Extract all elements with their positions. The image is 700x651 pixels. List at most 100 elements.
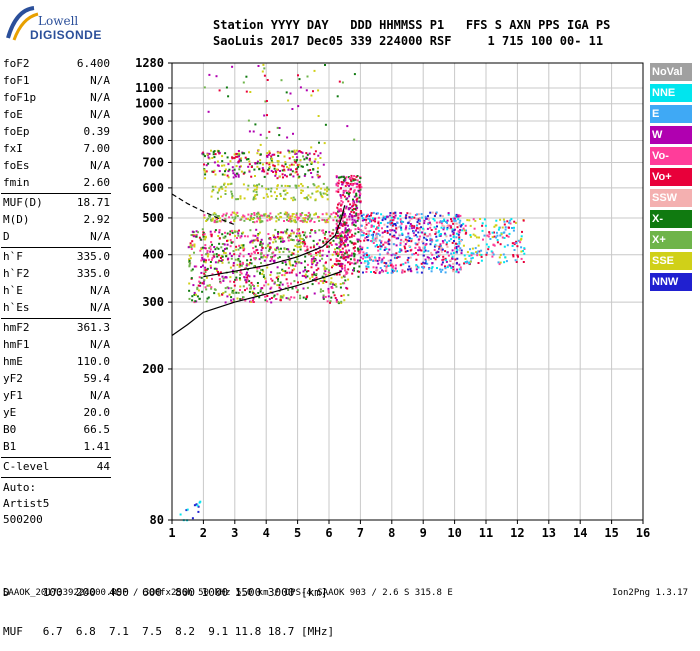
- echo-point: [321, 196, 324, 199]
- auto-label: Auto:: [3, 481, 37, 494]
- echo-point: [359, 194, 361, 197]
- echo-point: [445, 259, 448, 262]
- echo-point: [203, 86, 206, 89]
- echo-point: [317, 185, 320, 188]
- echo-point: [381, 269, 383, 272]
- echo-point: [216, 255, 219, 258]
- echo-point: [344, 240, 347, 242]
- echo-point: [345, 191, 348, 194]
- echo-point: [340, 181, 343, 183]
- echo-point: [451, 228, 454, 231]
- echo-point: [315, 252, 317, 254]
- echo-point: [193, 294, 195, 296]
- echo-point: [218, 237, 221, 240]
- echo-point: [373, 271, 376, 273]
- echo-point: [292, 196, 295, 199]
- echo-point: [356, 197, 359, 200]
- echo-point: [411, 227, 414, 230]
- echo-point: [337, 219, 340, 222]
- echo-point: [356, 207, 359, 210]
- echo-point: [237, 232, 240, 235]
- echo-point: [203, 279, 206, 282]
- echo-point: [326, 187, 329, 190]
- echo-point: [447, 254, 450, 257]
- echo-point: [226, 232, 229, 235]
- param-value: N/A: [90, 159, 110, 172]
- echo-point: [351, 223, 354, 226]
- echo-point: [231, 301, 233, 304]
- echo-point: [406, 212, 409, 215]
- echo-point: [222, 249, 225, 252]
- echo-point: [352, 179, 355, 182]
- param-value: N/A: [90, 338, 110, 351]
- echo-point: [358, 252, 361, 254]
- echo-point: [387, 259, 390, 262]
- echo-point: [335, 222, 338, 225]
- echo-point: [416, 235, 419, 238]
- echo-point: [213, 246, 216, 248]
- echo-point: [295, 273, 298, 276]
- echo-point: [296, 216, 299, 219]
- echo-point: [341, 243, 344, 246]
- echo-point: [339, 286, 342, 289]
- echo-point: [218, 170, 221, 173]
- echo-point: [185, 509, 188, 512]
- param-value: 2.60: [83, 176, 111, 189]
- echo-point: [299, 212, 302, 215]
- echo-point: [367, 217, 370, 220]
- echo-point: [291, 213, 294, 215]
- echo-point: [269, 190, 272, 193]
- echo-point: [355, 214, 358, 217]
- echo-point: [343, 212, 346, 215]
- echo-point: [256, 284, 259, 287]
- echo-point: [443, 218, 446, 221]
- echo-point: [261, 214, 264, 217]
- echo-point: [335, 184, 338, 187]
- echo-point: [452, 233, 455, 236]
- echo-point: [210, 241, 213, 244]
- echo-point: [260, 253, 263, 256]
- echo-point: [208, 247, 211, 250]
- echo-point: [279, 288, 282, 291]
- param-row: foEp 0.39: [0, 124, 112, 141]
- echo-point: [348, 261, 351, 264]
- echo-point: [399, 215, 402, 217]
- echo-point: [455, 213, 458, 216]
- echo-point: [256, 270, 259, 273]
- echo-point: [512, 254, 515, 256]
- echo-point: [378, 256, 381, 259]
- echo-point: [208, 152, 211, 155]
- echo-point: [211, 190, 214, 193]
- echo-point: [346, 197, 349, 200]
- echo-point: [248, 170, 251, 173]
- echo-point: [228, 216, 231, 219]
- echo-point: [318, 175, 321, 178]
- echo-point: [407, 256, 410, 259]
- echo-point: [434, 258, 437, 261]
- curve-trace: [203, 205, 346, 278]
- echo-point: [282, 270, 285, 272]
- echo-point: [260, 287, 263, 290]
- echo-point: [485, 253, 488, 256]
- echo-point: [264, 100, 267, 103]
- echo-point: [261, 70, 264, 73]
- echo-point: [193, 234, 196, 237]
- echo-point: [348, 177, 351, 179]
- echo-point: [313, 259, 316, 261]
- echo-point: [306, 263, 309, 266]
- echo-point: [440, 222, 443, 225]
- param-name: hmF1: [3, 338, 30, 351]
- echo-point: [353, 214, 356, 217]
- echo-point: [223, 251, 225, 254]
- echo-point: [212, 213, 215, 216]
- echo-point: [424, 258, 427, 261]
- echo-point: [292, 150, 295, 153]
- echo-point: [213, 288, 216, 291]
- echo-point: [332, 228, 335, 231]
- echo-point: [426, 262, 429, 265]
- param-value: N/A: [90, 284, 110, 297]
- echo-point: [477, 244, 480, 247]
- echo-point: [287, 239, 290, 242]
- echo-point: [327, 295, 330, 298]
- echo-point: [304, 255, 307, 258]
